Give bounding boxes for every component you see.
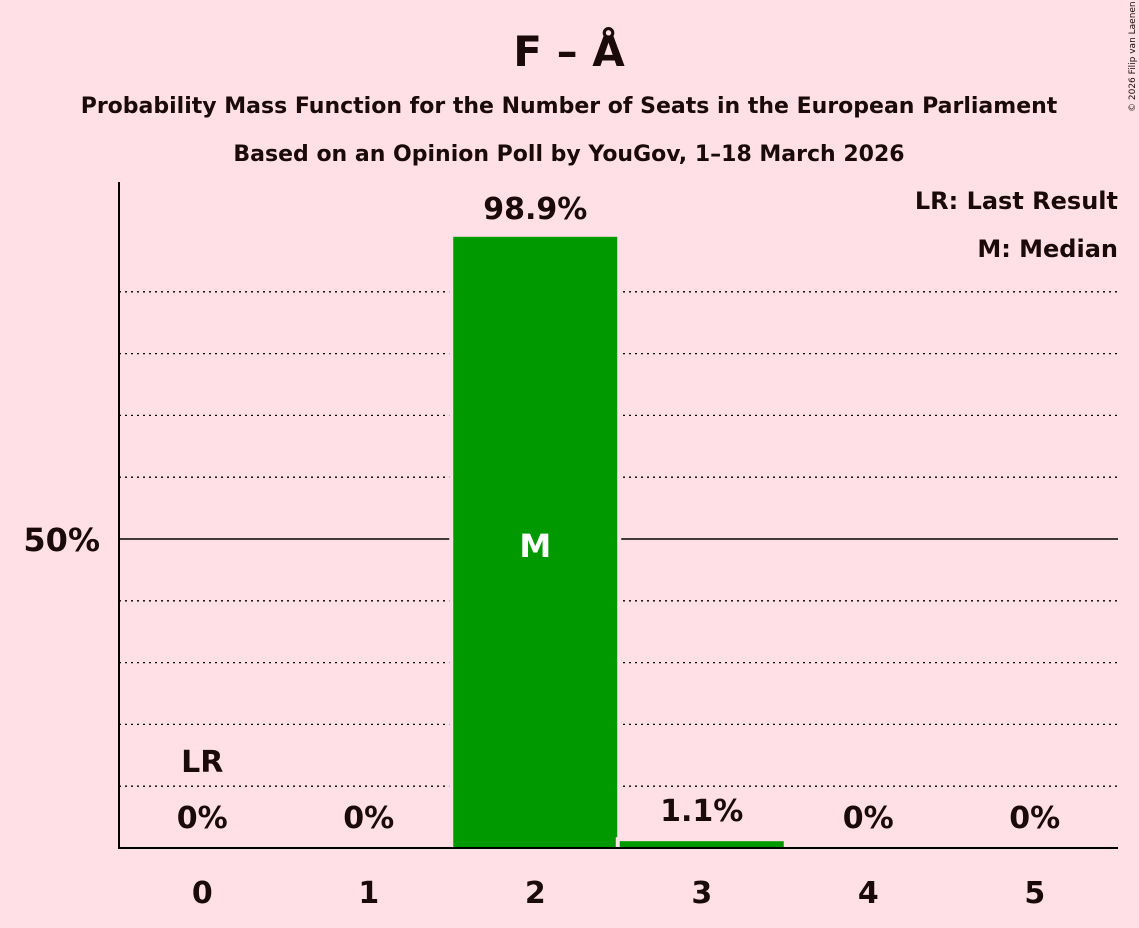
chart-subtitle-2: Based on an Opinion Poll by YouGov, 1–18… — [233, 142, 904, 167]
x-tick-label: 1 — [358, 876, 379, 911]
x-tick-label: 0 — [192, 876, 213, 911]
value-label: 98.9% — [483, 192, 587, 227]
value-label: 1.1% — [660, 794, 743, 829]
value-label: 0% — [343, 801, 394, 836]
bar-2 — [453, 236, 618, 849]
value-label: 0% — [843, 801, 894, 836]
median-marker: M — [519, 527, 551, 565]
chart-title: F – Å — [513, 26, 625, 76]
legend-last-result: LR: Last Result — [915, 187, 1118, 215]
y-tick-label: 50% — [23, 521, 100, 559]
x-tick-label: 5 — [1024, 876, 1045, 911]
legend-median: M: Median — [977, 235, 1118, 263]
last-result-marker: LR — [181, 745, 223, 780]
copyright: © 2026 Filip van Laenen — [1128, 1, 1138, 112]
x-tick-label: 4 — [858, 876, 879, 911]
chart-subtitle: Probability Mass Function for the Number… — [81, 94, 1058, 119]
value-label: 0% — [177, 801, 228, 836]
x-tick-label: 2 — [525, 876, 546, 911]
x-tick-label: 3 — [691, 876, 712, 911]
bar-3 — [619, 841, 784, 848]
value-label: 0% — [1009, 801, 1060, 836]
